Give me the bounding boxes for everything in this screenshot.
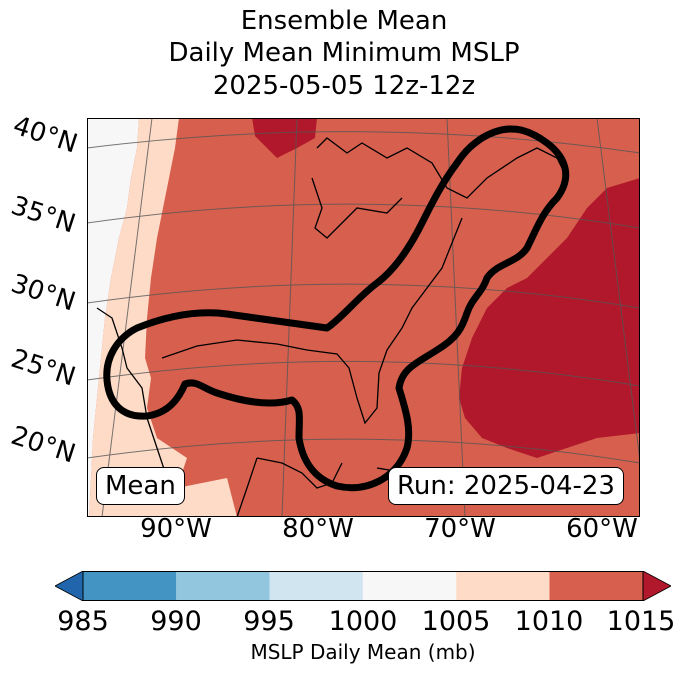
lon-label-60: 60°W	[566, 514, 638, 544]
colorbar-tick-995: 995	[243, 606, 295, 637]
colorbar-990-995	[176, 571, 270, 601]
lon-label-70: 70°W	[424, 514, 496, 544]
colorbar-1010-1015	[549, 571, 643, 601]
colorbar-995-1000	[269, 571, 363, 601]
lon-label-80: 80°W	[282, 514, 354, 544]
lat-label-30: 30°N	[7, 268, 79, 318]
colorbar-985-990	[83, 571, 177, 601]
colorbar-tick-990: 990	[150, 606, 202, 637]
colorbar-1000-1005	[362, 571, 457, 601]
colorbar-under	[55, 571, 84, 601]
lat-label-25: 25°N	[7, 343, 79, 393]
lon-label-90: 90°W	[140, 514, 212, 544]
lat-label-40: 40°N	[9, 110, 81, 160]
colorbar-over	[642, 571, 671, 601]
title-line-1: Ensemble Mean	[240, 6, 448, 36]
pressure-field-1000	[87, 118, 139, 517]
lat-label-20: 20°N	[7, 420, 79, 470]
colorbar-1005-1010	[456, 571, 550, 601]
pressure-field-1015-north	[252, 118, 317, 158]
pressure-field-1015-east	[459, 178, 640, 458]
colorbar-tick-1015: 1015	[606, 606, 676, 637]
colorbar-tick-1010: 1010	[514, 606, 584, 637]
colorbar-tick-1005: 1005	[421, 606, 491, 637]
colorbar-tick-985: 985	[57, 606, 109, 637]
mean-label: Mean	[96, 467, 185, 505]
lat-label-35: 35°N	[7, 190, 79, 240]
graticule	[87, 118, 640, 517]
colorbar-tick-1000: 1000	[328, 606, 398, 637]
title-line-2: Daily Mean Minimum MSLP	[168, 38, 520, 68]
ensemble-contour	[103, 125, 570, 492]
title-line-3: 2025-05-05 12z-12z	[212, 71, 476, 101]
run-label: Run: 2025-04-23	[388, 467, 624, 505]
map-panel	[87, 118, 640, 517]
colorbar-label: MSLP Daily Mean (mb)	[250, 640, 476, 664]
colorbar	[55, 571, 671, 601]
